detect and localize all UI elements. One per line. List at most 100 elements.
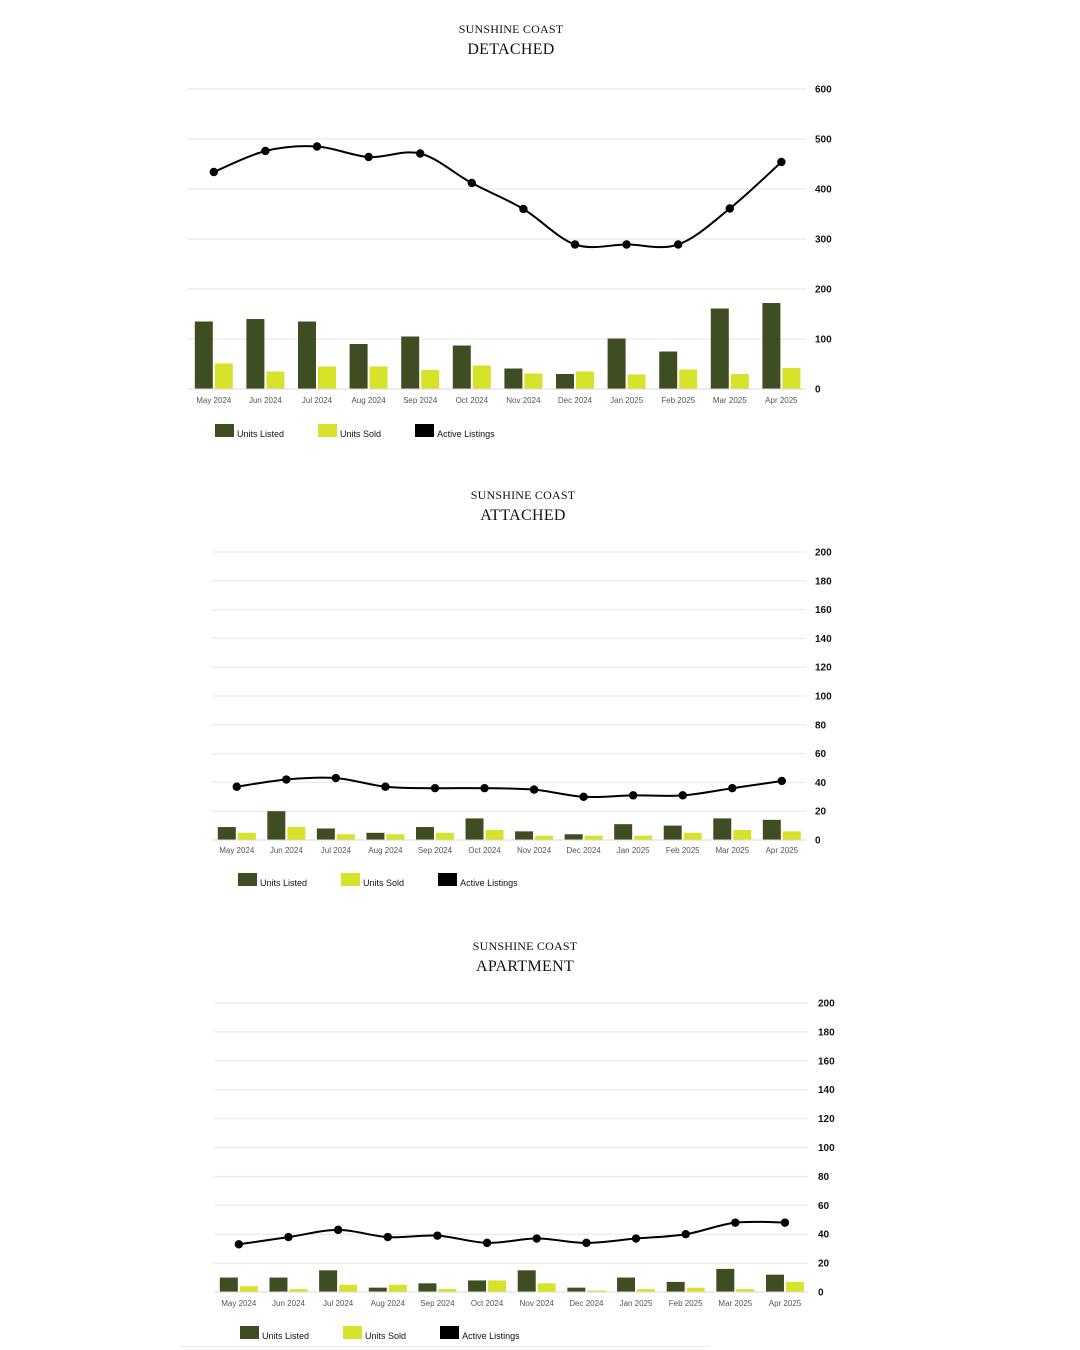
x-tick-label: Jan 2025 xyxy=(617,846,650,855)
bar-units-listed xyxy=(452,345,471,389)
bar-units-sold xyxy=(435,832,454,840)
point-active-listings xyxy=(728,783,737,793)
legend-swatch-active-listings xyxy=(440,1326,460,1339)
legend-label: Units Sold xyxy=(365,1330,407,1341)
y-tick-label: 400 xyxy=(815,185,832,196)
x-tick-label: Dec 2024 xyxy=(569,1299,604,1308)
point-active-listings xyxy=(364,152,373,162)
y-tick-label: 100 xyxy=(815,335,832,346)
bar-units-listed xyxy=(765,1274,784,1292)
x-tick-label: May 2024 xyxy=(219,846,255,855)
bar-units-listed xyxy=(366,832,385,840)
point-active-listings xyxy=(674,240,683,249)
legend-label: Units Listed xyxy=(260,877,308,888)
bar-units-sold xyxy=(733,829,752,840)
bar-units-listed xyxy=(564,834,583,840)
bar-units-listed xyxy=(267,811,286,840)
y-tick-label: 160 xyxy=(815,605,832,616)
point-active-listings xyxy=(482,1238,492,1248)
x-tick-label: Dec 2024 xyxy=(558,396,593,405)
y-tick-label: 120 xyxy=(815,663,832,674)
point-active-listings xyxy=(381,782,390,791)
chart-legend: Units Listed Units Sold Active Listings xyxy=(238,873,552,888)
point-active-listings xyxy=(579,792,588,801)
bar-units-sold xyxy=(627,374,646,389)
legend-swatch-units-listed xyxy=(238,873,257,886)
bar-units-sold xyxy=(782,831,801,840)
bar-units-listed xyxy=(298,321,316,389)
bar-units-sold xyxy=(472,365,491,389)
x-tick-label: Aug 2024 xyxy=(371,1299,406,1308)
bar-units-listed xyxy=(716,1268,735,1292)
bar-units-sold xyxy=(287,827,306,840)
y-tick-label: 100 xyxy=(818,1143,835,1154)
bar-units-sold xyxy=(686,1287,705,1292)
point-active-listings xyxy=(570,240,580,249)
bar-units-listed xyxy=(219,1277,238,1292)
x-tick-label: Feb 2025 xyxy=(666,846,700,855)
legend-swatch-units-listed xyxy=(215,424,234,437)
point-active-listings xyxy=(529,785,539,794)
legend-item-units-listed: Units Listed xyxy=(238,873,308,888)
x-tick-label: Sep 2024 xyxy=(418,846,453,855)
x-tick-label: May 2024 xyxy=(196,396,232,405)
point-active-listings xyxy=(333,1225,343,1235)
bar-units-listed xyxy=(349,344,368,389)
bar-units-listed xyxy=(368,1287,387,1292)
point-active-listings xyxy=(383,1232,392,1242)
point-active-listings xyxy=(519,204,528,214)
y-tick-label: 20 xyxy=(818,1259,830,1270)
y-tick-label: 0 xyxy=(815,836,821,847)
bar-units-listed xyxy=(246,319,265,389)
legend-swatch-units-sold xyxy=(341,873,361,886)
point-active-listings xyxy=(678,791,687,800)
chart-legend: Units Listed Units Sold Active Listings xyxy=(240,1326,554,1341)
legend-label: Active Listings xyxy=(437,428,495,439)
chart-title: ATTACHED xyxy=(480,507,566,524)
point-active-listings xyxy=(282,775,291,784)
point-active-listings xyxy=(433,1231,442,1240)
bar-units-listed xyxy=(762,303,781,389)
bar-units-sold xyxy=(266,371,285,389)
legend-item-active-listings: Active Listings xyxy=(440,1326,520,1341)
bar-units-listed xyxy=(515,831,534,840)
bar-units-listed xyxy=(269,1277,288,1292)
bar-units-sold xyxy=(537,1283,556,1292)
y-tick-label: 200 xyxy=(815,285,832,296)
point-active-listings xyxy=(777,157,786,167)
bar-units-sold xyxy=(438,1289,457,1292)
bar-units-listed xyxy=(418,1283,437,1292)
point-active-listings xyxy=(731,1218,740,1227)
x-tick-label: Sep 2024 xyxy=(403,396,438,405)
y-tick-label: 180 xyxy=(818,1027,835,1038)
chart-header: SUNSHINE COAST APARTMENT xyxy=(425,939,625,977)
x-tick-label: Mar 2025 xyxy=(718,1299,752,1308)
legend-item-units-sold: Units Sold xyxy=(318,424,381,439)
chart-title: APARTMENT xyxy=(475,958,575,975)
bar-units-sold xyxy=(634,835,653,840)
bar-units-listed xyxy=(504,368,523,389)
bar-units-sold xyxy=(421,370,440,389)
bar-units-listed xyxy=(710,308,729,389)
point-active-listings xyxy=(622,240,631,249)
bar-units-listed xyxy=(556,374,574,389)
bar-units-listed xyxy=(663,825,682,840)
legend-swatch-active-listings xyxy=(415,424,435,437)
point-active-listings xyxy=(312,142,322,151)
legend-label: Active Listings xyxy=(460,877,518,888)
point-active-listings xyxy=(582,1238,591,1248)
y-tick-label: 20 xyxy=(815,807,827,818)
x-tick-label: Jun 2024 xyxy=(270,846,303,855)
legend-item-units-listed: Units Listed xyxy=(240,1326,309,1341)
x-tick-label: Feb 2025 xyxy=(669,1299,703,1308)
point-active-listings xyxy=(331,773,341,783)
bar-units-sold xyxy=(214,363,233,389)
y-tick-label: 40 xyxy=(815,778,827,789)
x-tick-label: Jan 2025 xyxy=(620,1299,653,1308)
x-tick-label: Jun 2024 xyxy=(249,396,282,405)
line-active-listings xyxy=(238,1220,786,1246)
point-active-listings xyxy=(780,1218,790,1227)
x-tick-label: Jan 2025 xyxy=(610,396,643,405)
